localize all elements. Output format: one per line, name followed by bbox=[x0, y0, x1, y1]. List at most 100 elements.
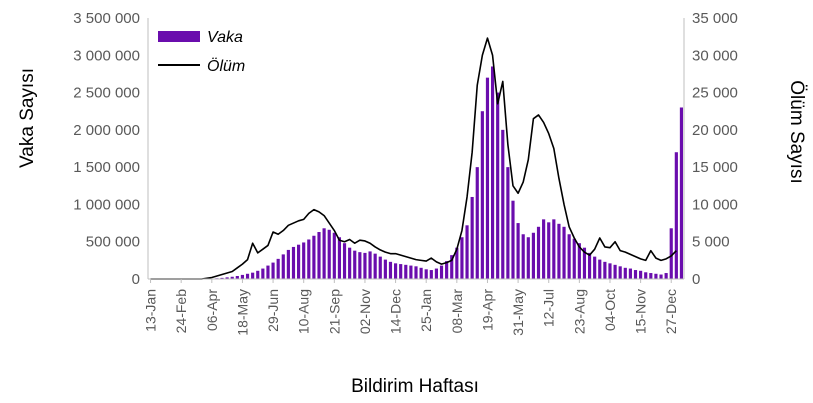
case-bar bbox=[363, 252, 367, 279]
left-y-axis: 0 500 000 1 000 000 1 500 000 2 000 000 2 500… bbox=[73, 10, 149, 288]
case-bar bbox=[485, 77, 490, 280]
case-bar bbox=[399, 264, 403, 279]
case-bar bbox=[388, 261, 393, 279]
case-bar bbox=[240, 274, 245, 279]
case-bar bbox=[445, 261, 449, 279]
case-bar bbox=[393, 263, 398, 279]
case-bar bbox=[470, 196, 474, 279]
x-tick-label: 31-May bbox=[510, 289, 526, 336]
case-bar bbox=[368, 251, 372, 279]
x-tick-label: 02-Nov bbox=[357, 289, 373, 334]
left-tick-label: 2 000 000 bbox=[73, 122, 140, 139]
x-tick-label: 10-Aug bbox=[296, 289, 312, 334]
case-bar bbox=[496, 92, 500, 279]
case-bar bbox=[587, 252, 592, 279]
right-tick-label: 0 bbox=[692, 271, 700, 288]
left-tick-label: 3 500 000 bbox=[73, 10, 140, 27]
case-bar bbox=[669, 228, 673, 279]
case-bar bbox=[577, 243, 581, 279]
case-bar bbox=[679, 107, 684, 279]
case-bar bbox=[271, 262, 275, 279]
case-bar bbox=[511, 200, 515, 279]
case-bar bbox=[450, 255, 454, 279]
case-bar bbox=[245, 273, 250, 279]
case-bar bbox=[434, 268, 439, 279]
right-axis-title: Ölüm Sayısı bbox=[786, 80, 807, 183]
x-tick-label: 15-Nov bbox=[633, 289, 649, 334]
x-tick-label: 04-Oct bbox=[602, 289, 618, 331]
case-bar bbox=[465, 225, 469, 279]
case-bar bbox=[261, 268, 265, 279]
right-tick-label: 5 000 bbox=[692, 234, 730, 251]
case-bar bbox=[337, 237, 342, 279]
case-bar bbox=[312, 235, 316, 279]
x-tick-label: 25-Jan bbox=[418, 289, 434, 332]
case-bar bbox=[613, 264, 617, 279]
case-bar bbox=[608, 263, 612, 279]
x-tick-label: 29-Jun bbox=[265, 289, 281, 332]
case-bar bbox=[547, 222, 551, 279]
case-bar bbox=[332, 232, 336, 279]
case-bar bbox=[286, 249, 290, 279]
x-tick-label: 14-Dec bbox=[388, 289, 404, 334]
left-tick-label: 1 500 000 bbox=[73, 159, 140, 176]
case-bar bbox=[235, 276, 239, 279]
case-bar bbox=[639, 270, 643, 279]
case-bar bbox=[521, 234, 525, 279]
case-bar bbox=[373, 253, 377, 279]
case-bar bbox=[266, 265, 270, 279]
x-tick-label: 12-Jul bbox=[541, 289, 557, 327]
case-bar bbox=[644, 272, 648, 279]
x-tick-label: 23-Aug bbox=[571, 289, 587, 334]
right-tick-label: 20 000 bbox=[692, 122, 738, 139]
case-bar bbox=[353, 250, 357, 279]
case-bar bbox=[251, 272, 255, 279]
case-bar bbox=[593, 256, 597, 279]
case-bar bbox=[480, 111, 484, 279]
case-bars bbox=[205, 66, 684, 280]
death-line-group bbox=[150, 37, 677, 280]
case-bar bbox=[342, 243, 347, 279]
case-bar bbox=[256, 270, 260, 279]
x-axis: 13-Jan 24-Feb 06-Apr 18-May 29-Jun 10-Aug 21-S… bbox=[143, 278, 684, 336]
right-tick-label: 35 000 bbox=[692, 10, 738, 27]
case-bar bbox=[598, 259, 602, 279]
case-bar bbox=[220, 277, 224, 279]
case-bar bbox=[327, 229, 331, 279]
x-axis-title: Bildirim Haftası bbox=[351, 376, 479, 397]
case-bar bbox=[674, 152, 678, 279]
left-tick-label: 0 bbox=[132, 271, 140, 288]
x-tick-label: 27-Dec bbox=[663, 289, 679, 334]
case-bar bbox=[291, 246, 296, 279]
death-line bbox=[150, 37, 677, 280]
right-tick-label: 30 000 bbox=[692, 47, 738, 64]
case-bar bbox=[439, 265, 444, 279]
case-bar bbox=[429, 270, 433, 279]
case-bar bbox=[297, 244, 301, 279]
right-tick-label: 10 000 bbox=[692, 196, 738, 213]
case-bar bbox=[419, 267, 423, 279]
case-bar bbox=[654, 273, 658, 279]
legend: Vaka Ölüm bbox=[158, 29, 245, 75]
case-bar bbox=[225, 277, 229, 279]
case-bar bbox=[501, 129, 505, 279]
left-axis-title: Vaka Sayısı bbox=[17, 68, 38, 168]
case-bar bbox=[531, 232, 535, 279]
legend-swatch-vaka bbox=[158, 31, 200, 42]
case-bar bbox=[460, 237, 464, 279]
case-bar bbox=[455, 247, 459, 279]
case-bar bbox=[536, 226, 541, 279]
legend-label-vaka: Vaka bbox=[207, 29, 243, 46]
x-tick-label: 19-Apr bbox=[479, 289, 495, 331]
case-bar bbox=[623, 267, 627, 279]
case-bar bbox=[302, 242, 306, 279]
case-bar bbox=[603, 261, 607, 279]
case-bar bbox=[582, 247, 587, 279]
legend-label-olum: Ölüm bbox=[207, 57, 245, 75]
right-y-axis: 0 5 000 10 000 15 000 20 000 25 000 30 000 35 0… bbox=[683, 10, 738, 288]
case-bar bbox=[281, 254, 285, 279]
right-tick-label: 15 000 bbox=[692, 159, 738, 176]
x-tick-label: 21-Sep bbox=[326, 289, 342, 334]
